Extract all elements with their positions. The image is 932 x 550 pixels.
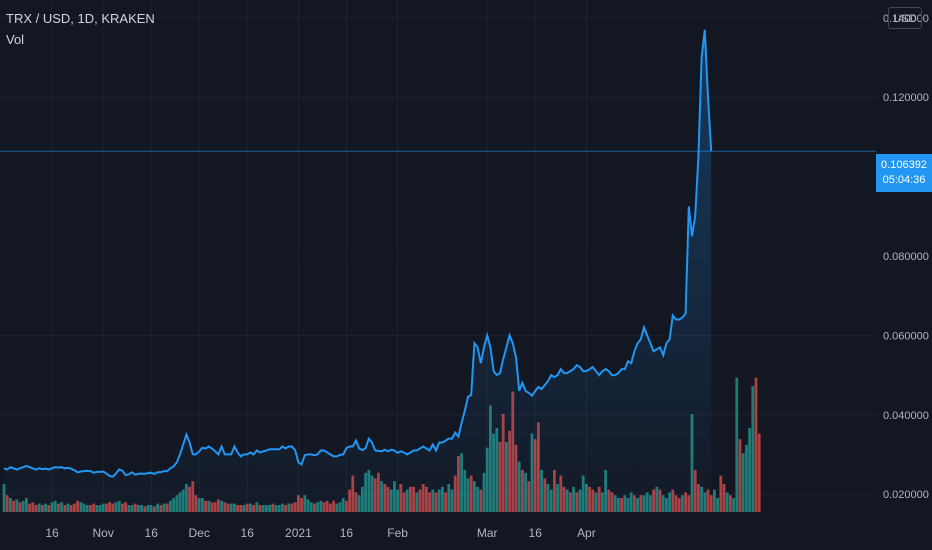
- volume-bar: [745, 444, 748, 512]
- volume-indicator-label[interactable]: Vol: [6, 32, 25, 47]
- y-tick-label: 0.060000: [883, 330, 929, 342]
- price-line: [3, 29, 713, 478]
- x-tick-label: 16: [45, 526, 59, 540]
- symbol-title[interactable]: TRX / USD, 1D, KRAKEN: [6, 11, 155, 26]
- volume-bar: [754, 377, 758, 512]
- chart-grid: [0, 0, 876, 512]
- y-tick-label: 0.020000: [883, 489, 929, 501]
- volume-bar: [741, 453, 745, 512]
- x-tick-label: Apr: [577, 526, 596, 540]
- last-price-value: 0.106392: [881, 159, 927, 171]
- volume-bar: [716, 498, 719, 512]
- volume-bar: [738, 439, 742, 512]
- volume-bar: [719, 475, 723, 512]
- x-tick-label: Mar: [477, 526, 498, 540]
- y-tick-label: 0.120000: [883, 92, 929, 104]
- x-tick-label: 16: [340, 526, 354, 540]
- y-tick-label: 0.040000: [883, 410, 929, 422]
- y-tick-label: 0.140000: [883, 13, 929, 25]
- time-axis: 16 Nov 16 Dec 16 2021 16 Feb Mar 16 Apr: [45, 526, 595, 540]
- volume-bar: [748, 428, 751, 512]
- last-price-badge: 0.106392 05:04:36: [876, 154, 932, 192]
- chart-legend: TRX / USD, 1D, KRAKEN Vol: [6, 11, 155, 47]
- volume-bar: [735, 377, 739, 512]
- volume-bar: [751, 386, 755, 512]
- x-tick-label: Feb: [387, 526, 408, 540]
- bar-countdown: 05:04:36: [882, 174, 926, 186]
- x-tick-label: 2021: [285, 526, 312, 540]
- currency-button[interactable]: USD: [888, 7, 922, 29]
- x-tick-label: 16: [145, 526, 159, 540]
- volume-bar: [757, 433, 761, 512]
- x-tick-label: 16: [241, 526, 255, 540]
- volume-bar: [713, 489, 716, 512]
- price-area-fill: [4, 29, 712, 513]
- y-tick-label: 0.080000: [883, 251, 929, 263]
- x-tick-label: 16: [529, 526, 543, 540]
- price-axis: 0.140000 0.120000 0.080000 0.060000 0.040000…: [883, 13, 929, 501]
- volume-bar: [732, 498, 735, 512]
- volume-bar: [722, 484, 726, 512]
- x-tick-label: Dec: [189, 526, 210, 540]
- volume-bar: [725, 492, 729, 512]
- volume-bar: [2, 484, 6, 512]
- volume-bar: [729, 495, 732, 512]
- x-tick-label: Nov: [93, 526, 114, 540]
